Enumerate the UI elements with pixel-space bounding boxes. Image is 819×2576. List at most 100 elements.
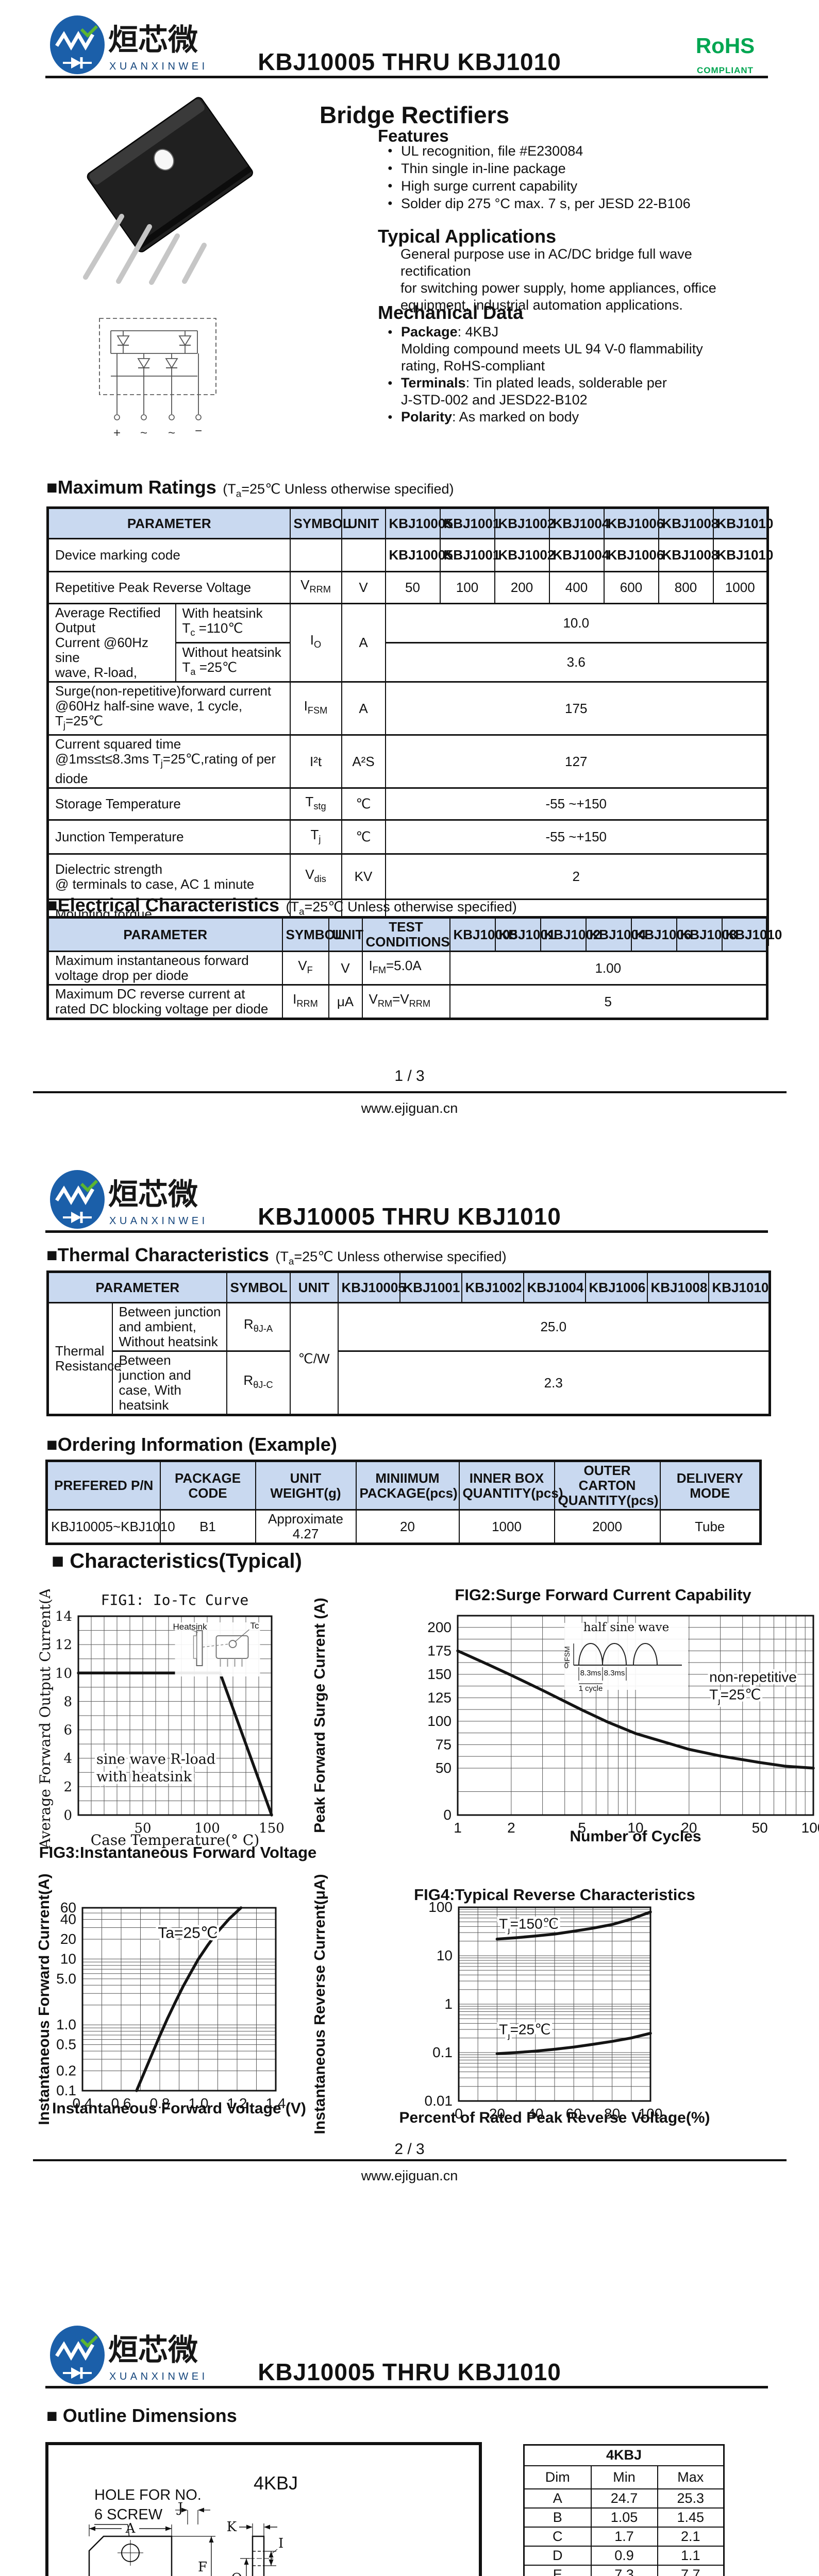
svg-text:Instantaneous Forward Current(: Instantaneous Forward Current(A) (39, 1873, 53, 2125)
header-rule (45, 76, 768, 78)
terminal-minus-label: − (195, 424, 202, 438)
table-cell: PARAMETER (47, 507, 291, 539)
table-cell: PARAMETER (47, 917, 283, 952)
svg-text:Heatsink: Heatsink (173, 1622, 208, 1632)
table-cell: Between junction and case, With heatsink (111, 1350, 227, 1416)
table-cell: Maximum DC reverse current at rated DC bl… (47, 984, 283, 1020)
feature-item: UL recognition, file #E230084 (388, 142, 748, 160)
svg-text:with heatsink: with heatsink (96, 1769, 192, 1785)
svg-text:Instantaneous Forward Voltage: Instantaneous Forward Voltage (V) (52, 2100, 306, 2117)
table-row: KBJ10005~KBJ1010 B1 Approximate 4.27 20 1000… (46, 1509, 761, 1545)
table-cell: KBJ10005~KBJ1010 (46, 1509, 175, 1545)
svg-text:Tj​=150℃: Tj​=150℃ (499, 1916, 559, 1935)
mechanical-item: Polarity: As marked on body (388, 409, 748, 426)
feature-item: Thin single in-line package (388, 160, 748, 177)
table-cell: KBJ1010 (721, 917, 782, 952)
brand-english-text: XUANXINWEI (109, 1215, 208, 1227)
mechanical-item: Terminals: Tin plated leads, solderable … (388, 375, 748, 409)
table-cell: KBJ1004 (548, 538, 609, 572)
table-cell: KBJ1002 (494, 538, 555, 572)
table-cell: KBJ1004 (523, 1271, 586, 1303)
table-row: Average Rectified Output Current @60Hz si… (47, 603, 768, 683)
table-row: D 0.9 1.1 (523, 2545, 725, 2566)
table-cell: Dim (523, 2465, 592, 2489)
table-cell: UNIT (328, 917, 363, 952)
svg-text:0: 0 (443, 1807, 452, 1823)
svg-text:14: 14 (55, 1609, 72, 1624)
table-cell: KBJ10005 (385, 507, 453, 539)
table-cell: Tube (659, 1509, 761, 1545)
thermal-title: ■Thermal Characteristics (46, 1244, 269, 1265)
characteristics-heading: ■ Characteristics(Typical) (52, 1550, 302, 1572)
svg-text:F: F (198, 2560, 207, 2575)
table-cell: Average Rectified Output Current @60Hz si… (47, 603, 176, 683)
svg-text:5: 5 (578, 1820, 586, 1836)
table-cell: 1.00 (449, 951, 768, 986)
table-cell: Tj (289, 819, 342, 855)
table-row: PARAMETER SYMBOL UNIT TEST CONDITIONS KBJ1000… (47, 917, 782, 952)
svg-text:Number of Cycles: Number of Cycles (570, 1828, 701, 1845)
table-cell: IRRM (281, 984, 329, 1020)
svg-text:0: 0 (63, 1808, 72, 1823)
header-rule (45, 1230, 768, 1233)
svg-text:200: 200 (427, 1619, 452, 1635)
brand-english-text: XUANXINWEI (109, 61, 208, 72)
table-cell: 5 (449, 984, 768, 1020)
table-cell: -55 ~+150 (385, 787, 768, 821)
doc-title: KBJ10005 THRU KBJ1010 (258, 2359, 561, 2385)
table-cell: Min (590, 2465, 658, 2489)
table-cell (341, 538, 386, 572)
table-cell: KBJ1010 (712, 538, 773, 572)
table-cell: 2.1 (657, 2526, 725, 2547)
svg-text:80: 80 (604, 2106, 620, 2122)
max-ratings-subtitle: (Ta=25℃ Unless otherwise specified) (223, 481, 454, 500)
brand-chinese-text: 烜芯微 (108, 22, 198, 57)
svg-text:0.5: 0.5 (56, 2037, 76, 2053)
svg-text:0.01: 0.01 (425, 2093, 453, 2109)
table-cell: KBJ10005 (337, 1271, 406, 1303)
leads (83, 214, 207, 285)
svg-text:100: 100 (428, 1899, 453, 1915)
table-row: Current squared time @1ms≤t≤8.3ms Tj=25℃,… (47, 734, 768, 789)
svg-text:20: 20 (681, 1820, 697, 1836)
svg-text:0.4: 0.4 (73, 2095, 93, 2111)
table-row: Storage Temperature Tstg ℃ -55 ~+150 (47, 787, 768, 821)
svg-text:A: A (125, 2521, 136, 2536)
table-cell: 200 (494, 571, 550, 604)
svg-text:100: 100 (194, 1821, 220, 1836)
max-ratings-table: PARAMETER SYMBOL UNIT KBJ10005 KBJ1001 KBJ100… (46, 506, 773, 946)
svg-text:4: 4 (63, 1751, 72, 1767)
svg-text:1 cycle: 1 cycle (579, 1684, 603, 1693)
svg-text:Instantaneous Reverse Current(: Instantaneous Reverse Current(μA) (314, 1874, 328, 2134)
svg-text:5.0: 5.0 (56, 1971, 76, 1987)
table-row: B 1.05 1.45 (523, 2507, 725, 2528)
table-cell: V (328, 951, 363, 986)
table-cell: KBJ1008 (658, 538, 718, 572)
table-cell: Between junction and ambient, Without heat… (111, 1302, 227, 1352)
company-logo: 烜芯微 XUANXINWEI (50, 2326, 205, 2384)
svg-text:FIG2:Surge Forward Current Cap: FIG2:Surge Forward Current Capability (455, 1586, 751, 1604)
mechanical-heading: Mechanical Data (378, 302, 524, 323)
svg-text:10: 10 (55, 1666, 72, 1681)
svg-text:sine wave R-load: sine wave R-load (96, 1752, 215, 1768)
table-cell: A (523, 2488, 592, 2509)
svg-text:40: 40 (60, 1911, 76, 1927)
table-cell: UNIT WEIGHT(g) (255, 1460, 357, 1511)
svg-text:Percent of Rated Peak Reverse: Percent of Rated Peak Reverse Voltage(%) (399, 2109, 710, 2126)
table-cell: KBJ10005 (449, 917, 517, 952)
footer-url-1: www.ejiguan.cn (361, 1100, 458, 1116)
table-cell: INNER BOX QUANTITY(pcs) (458, 1460, 563, 1511)
table-cell: KBJ1006 (584, 1271, 648, 1303)
max-ratings-title: ■Maximum Ratings (46, 477, 216, 498)
thermal-subtitle: (Ta=25℃ Unless otherwise specified) (275, 1249, 507, 1267)
table-cell: KBJ1010 (712, 507, 773, 539)
svg-text:FIG4:Typical Reverse Character: FIG4:Typical Reverse Characteristics (414, 1886, 695, 1904)
svg-text:50: 50 (752, 1820, 768, 1836)
terminal-plus-label: + (113, 426, 121, 440)
product-photo (83, 97, 253, 285)
ordering-title: ■Ordering Information (Example) (46, 1434, 337, 1455)
table-cell: KBJ1002 (461, 1271, 524, 1303)
table-cell: 0.9 (590, 2545, 658, 2566)
